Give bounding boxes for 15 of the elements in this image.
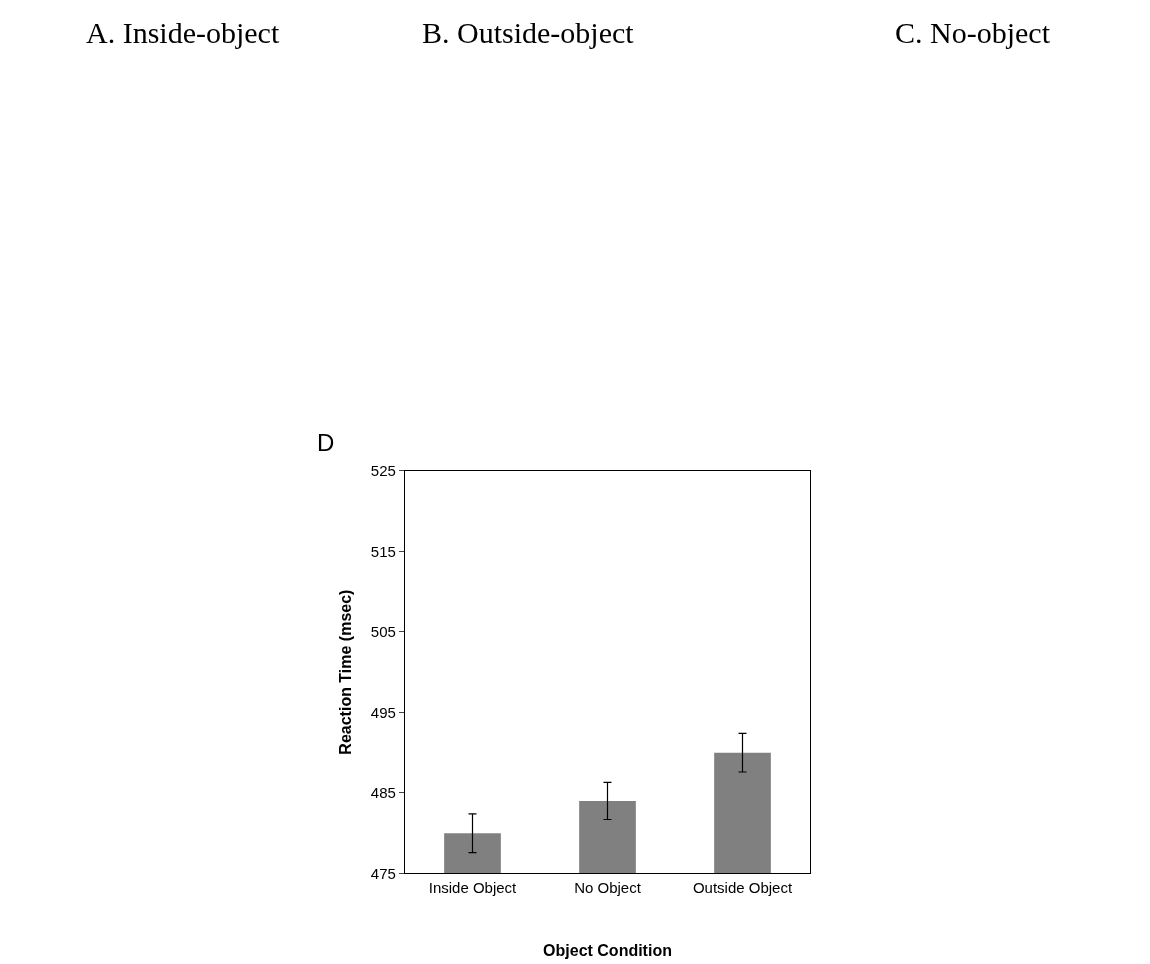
- chart-title: D: [317, 429, 335, 456]
- y-tick-label: 515: [370, 542, 396, 560]
- x-tick-label: Outside Object: [692, 878, 793, 896]
- text: A. Inside-object: [86, 16, 280, 49]
- y-tick-label: 525: [370, 461, 396, 479]
- x-tick-label: Inside Object: [428, 878, 518, 896]
- y-tick-label: 475: [370, 864, 396, 882]
- text: B. Outside-object: [422, 16, 635, 49]
- y-axis-title: Reaction Time (msec): [336, 589, 354, 755]
- y-tick-label: 485: [370, 784, 396, 802]
- y-tick-label: 505: [370, 623, 396, 641]
- x-axis-title: Object Condition: [543, 942, 672, 960]
- text: C. No-object: [895, 16, 1051, 49]
- x-tick-label: No Object: [574, 878, 642, 896]
- y-tick-label: 495: [370, 703, 396, 721]
